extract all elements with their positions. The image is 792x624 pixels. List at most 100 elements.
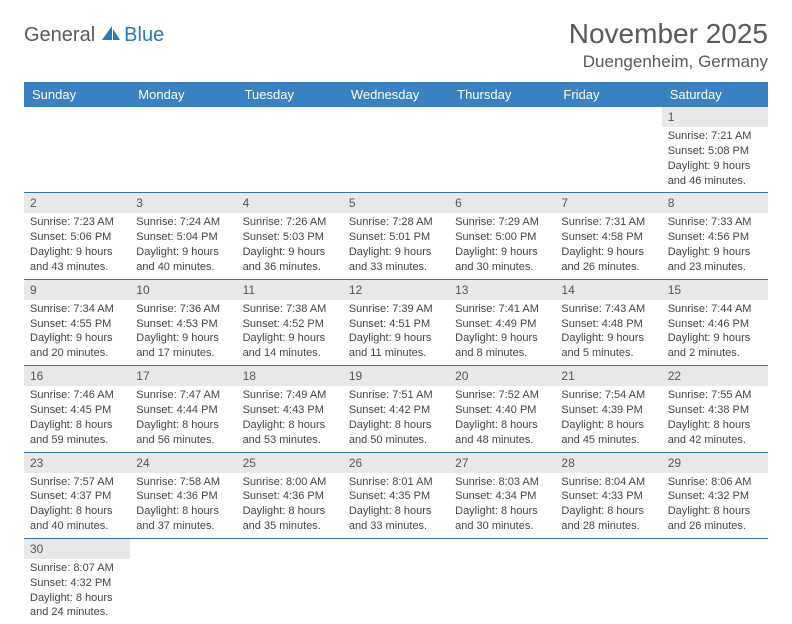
day-body: Sunrise: 7:58 AMSunset: 4:36 PMDaylight:… xyxy=(130,473,236,538)
day-number: 22 xyxy=(662,366,768,386)
day-number: 29 xyxy=(662,453,768,473)
weekday-header: Saturday xyxy=(662,82,768,107)
daylight-text: Daylight: 8 hours and 45 minutes. xyxy=(561,418,655,448)
calendar-week-row: 16Sunrise: 7:46 AMSunset: 4:45 PMDayligh… xyxy=(24,366,768,452)
weekday-header: Friday xyxy=(555,82,661,107)
day-body: Sunrise: 7:29 AMSunset: 5:00 PMDaylight:… xyxy=(449,213,555,278)
sunrise-text: Sunrise: 7:44 AM xyxy=(668,302,762,317)
calendar-day-cell: 20Sunrise: 7:52 AMSunset: 4:40 PMDayligh… xyxy=(449,366,555,452)
calendar-week-row: 30Sunrise: 8:07 AMSunset: 4:32 PMDayligh… xyxy=(24,538,768,624)
day-body: Sunrise: 7:34 AMSunset: 4:55 PMDaylight:… xyxy=(24,300,130,365)
calendar-day-cell: 17Sunrise: 7:47 AMSunset: 4:44 PMDayligh… xyxy=(130,366,236,452)
calendar-day-cell: 15Sunrise: 7:44 AMSunset: 4:46 PMDayligh… xyxy=(662,279,768,365)
calendar-day-cell: 16Sunrise: 7:46 AMSunset: 4:45 PMDayligh… xyxy=(24,366,130,452)
day-number: 24 xyxy=(130,453,236,473)
day-number: 27 xyxy=(449,453,555,473)
calendar-day-cell xyxy=(130,538,236,624)
calendar-day-cell: 23Sunrise: 7:57 AMSunset: 4:37 PMDayligh… xyxy=(24,452,130,538)
sunrise-text: Sunrise: 7:38 AM xyxy=(243,302,337,317)
sunset-text: Sunset: 4:34 PM xyxy=(455,489,549,504)
calendar-day-cell: 26Sunrise: 8:01 AMSunset: 4:35 PMDayligh… xyxy=(343,452,449,538)
sunset-text: Sunset: 5:00 PM xyxy=(455,230,549,245)
daylight-text: Daylight: 8 hours and 40 minutes. xyxy=(30,504,124,534)
daylight-text: Daylight: 9 hours and 20 minutes. xyxy=(30,331,124,361)
sunset-text: Sunset: 4:33 PM xyxy=(561,489,655,504)
day-number: 17 xyxy=(130,366,236,386)
daylight-text: Daylight: 9 hours and 17 minutes. xyxy=(136,331,230,361)
day-body: Sunrise: 7:23 AMSunset: 5:06 PMDaylight:… xyxy=(24,213,130,278)
daylight-text: Daylight: 8 hours and 48 minutes. xyxy=(455,418,549,448)
sunset-text: Sunset: 5:06 PM xyxy=(30,230,124,245)
sunset-text: Sunset: 4:32 PM xyxy=(668,489,762,504)
sunset-text: Sunset: 5:08 PM xyxy=(668,144,762,159)
calendar-day-cell xyxy=(449,538,555,624)
calendar-day-cell: 3Sunrise: 7:24 AMSunset: 5:04 PMDaylight… xyxy=(130,193,236,279)
daylight-text: Daylight: 9 hours and 40 minutes. xyxy=(136,245,230,275)
calendar-day-cell: 27Sunrise: 8:03 AMSunset: 4:34 PMDayligh… xyxy=(449,452,555,538)
sunrise-text: Sunrise: 7:24 AM xyxy=(136,215,230,230)
sunrise-text: Sunrise: 7:47 AM xyxy=(136,388,230,403)
calendar-day-cell: 19Sunrise: 7:51 AMSunset: 4:42 PMDayligh… xyxy=(343,366,449,452)
day-body: Sunrise: 7:26 AMSunset: 5:03 PMDaylight:… xyxy=(237,213,343,278)
day-body: Sunrise: 7:41 AMSunset: 4:49 PMDaylight:… xyxy=(449,300,555,365)
sunrise-text: Sunrise: 7:33 AM xyxy=(668,215,762,230)
calendar-day-cell: 4Sunrise: 7:26 AMSunset: 5:03 PMDaylight… xyxy=(237,193,343,279)
calendar-day-cell xyxy=(130,107,236,193)
daylight-text: Daylight: 8 hours and 30 minutes. xyxy=(455,504,549,534)
calendar-table: SundayMondayTuesdayWednesdayThursdayFrid… xyxy=(24,82,768,624)
day-number: 8 xyxy=(662,193,768,213)
sunset-text: Sunset: 4:36 PM xyxy=(136,489,230,504)
sail-icon xyxy=(100,24,122,47)
sunset-text: Sunset: 4:55 PM xyxy=(30,317,124,332)
daylight-text: Daylight: 8 hours and 35 minutes. xyxy=(243,504,337,534)
day-body: Sunrise: 7:24 AMSunset: 5:04 PMDaylight:… xyxy=(130,213,236,278)
sunrise-text: Sunrise: 7:21 AM xyxy=(668,129,762,144)
day-body: Sunrise: 7:28 AMSunset: 5:01 PMDaylight:… xyxy=(343,213,449,278)
sunrise-text: Sunrise: 7:29 AM xyxy=(455,215,549,230)
calendar-day-cell xyxy=(24,107,130,193)
calendar-day-cell xyxy=(343,538,449,624)
daylight-text: Daylight: 9 hours and 33 minutes. xyxy=(349,245,443,275)
weekday-header: Sunday xyxy=(24,82,130,107)
day-number: 18 xyxy=(237,366,343,386)
daylight-text: Daylight: 9 hours and 23 minutes. xyxy=(668,245,762,275)
day-body: Sunrise: 7:43 AMSunset: 4:48 PMDaylight:… xyxy=(555,300,661,365)
calendar-week-row: 23Sunrise: 7:57 AMSunset: 4:37 PMDayligh… xyxy=(24,452,768,538)
sunset-text: Sunset: 4:42 PM xyxy=(349,403,443,418)
calendar-day-cell: 7Sunrise: 7:31 AMSunset: 4:58 PMDaylight… xyxy=(555,193,661,279)
sunset-text: Sunset: 4:44 PM xyxy=(136,403,230,418)
calendar-day-cell: 10Sunrise: 7:36 AMSunset: 4:53 PMDayligh… xyxy=(130,279,236,365)
daylight-text: Daylight: 9 hours and 11 minutes. xyxy=(349,331,443,361)
sunset-text: Sunset: 4:39 PM xyxy=(561,403,655,418)
sunset-text: Sunset: 4:43 PM xyxy=(243,403,337,418)
header: General Blue November 2025 Duengenheim, … xyxy=(24,18,768,72)
day-number: 6 xyxy=(449,193,555,213)
day-number: 7 xyxy=(555,193,661,213)
weekday-header: Thursday xyxy=(449,82,555,107)
sunset-text: Sunset: 4:51 PM xyxy=(349,317,443,332)
day-body: Sunrise: 7:33 AMSunset: 4:56 PMDaylight:… xyxy=(662,213,768,278)
daylight-text: Daylight: 8 hours and 33 minutes. xyxy=(349,504,443,534)
sunrise-text: Sunrise: 7:28 AM xyxy=(349,215,443,230)
calendar-week-row: 2Sunrise: 7:23 AMSunset: 5:06 PMDaylight… xyxy=(24,193,768,279)
sunrise-text: Sunrise: 7:36 AM xyxy=(136,302,230,317)
day-number: 21 xyxy=(555,366,661,386)
calendar-day-cell: 8Sunrise: 7:33 AMSunset: 4:56 PMDaylight… xyxy=(662,193,768,279)
sunset-text: Sunset: 4:36 PM xyxy=(243,489,337,504)
day-body: Sunrise: 7:55 AMSunset: 4:38 PMDaylight:… xyxy=(662,386,768,451)
sunrise-text: Sunrise: 8:01 AM xyxy=(349,475,443,490)
day-body: Sunrise: 7:57 AMSunset: 4:37 PMDaylight:… xyxy=(24,473,130,538)
calendar-week-row: 9Sunrise: 7:34 AMSunset: 4:55 PMDaylight… xyxy=(24,279,768,365)
calendar-day-cell: 6Sunrise: 7:29 AMSunset: 5:00 PMDaylight… xyxy=(449,193,555,279)
calendar-day-cell: 1Sunrise: 7:21 AMSunset: 5:08 PMDaylight… xyxy=(662,107,768,193)
sunrise-text: Sunrise: 8:00 AM xyxy=(243,475,337,490)
sunset-text: Sunset: 4:45 PM xyxy=(30,403,124,418)
day-number: 10 xyxy=(130,280,236,300)
calendar-day-cell: 2Sunrise: 7:23 AMSunset: 5:06 PMDaylight… xyxy=(24,193,130,279)
sunrise-text: Sunrise: 8:06 AM xyxy=(668,475,762,490)
sunset-text: Sunset: 4:49 PM xyxy=(455,317,549,332)
logo-text-general: General xyxy=(24,24,95,47)
daylight-text: Daylight: 9 hours and 30 minutes. xyxy=(455,245,549,275)
sunrise-text: Sunrise: 7:55 AM xyxy=(668,388,762,403)
calendar-week-row: 1Sunrise: 7:21 AMSunset: 5:08 PMDaylight… xyxy=(24,107,768,193)
